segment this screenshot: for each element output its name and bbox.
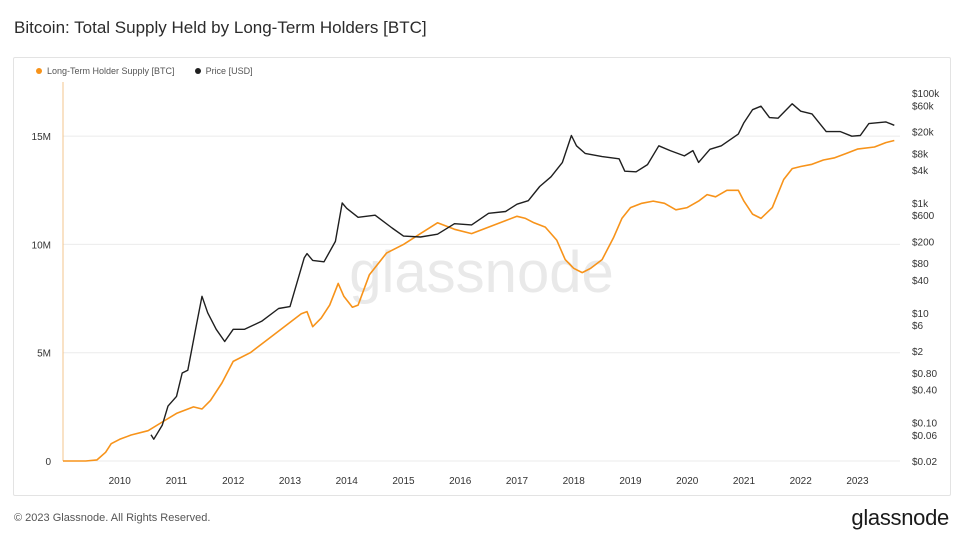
y-right-tick-label: $100k [912,89,940,100]
chart-title: Bitcoin: Total Supply Held by Long-Term … [14,18,427,37]
y-right-tick-label: $0.02 [912,457,937,468]
x-tick-label: 2020 [676,476,699,487]
y-left-tick-label: 0 [45,457,51,468]
series-line-price [150,103,895,440]
y-right-tick-label: $2 [912,347,924,358]
y-right-tick-label: $8k [912,149,929,160]
x-tick-label: 2023 [846,476,869,487]
y-right-tick-label: $0.40 [912,386,937,397]
x-tick-label: 2011 [166,476,188,487]
x-tick-label: 2013 [279,476,302,487]
series-line-lth [63,139,895,462]
y-right-tick-label: $1k [912,199,929,210]
y-right-tick-label: $60k [912,101,935,112]
y-right-tick-label: $0.10 [912,419,937,430]
copyright-text: © 2023 Glassnode. All Rights Reserved. [14,512,211,524]
y-right-tick-label: $10 [912,309,929,320]
y-right-tick-label: $4k [912,166,929,177]
watermark-text: glassnode [349,240,613,305]
x-tick-label: 2014 [336,476,359,487]
chart-panel: Long-Term Holder Supply [BTC] Price [USD… [13,57,951,496]
y-right-tick-label: $40 [912,276,929,287]
y-left-tick-label: 5M [37,349,51,360]
y-left-tick-label: 10M [32,240,51,251]
x-tick-label: 2018 [563,476,586,487]
x-tick-label: 2022 [790,476,813,487]
y-right-tick-label: $6 [912,321,924,332]
x-tick-label: 2021 [733,476,756,487]
legend-label-price: Price [USD] [205,66,253,76]
legend-dot-price [194,68,201,74]
x-tick-label: 2010 [109,476,132,487]
x-tick-label: 2017 [506,476,529,487]
legend-dot-lth [36,68,42,74]
legend-label-lth: Long-Term Holder Supply [BTC] [47,66,175,76]
chart-legend: Long-Term Holder Supply [BTC] Price [USD… [36,66,253,76]
y-right-tick-label: $200 [912,237,935,248]
y-right-tick-label: $20k [912,128,935,139]
legend-item-lth[interactable]: Long-Term Holder Supply [BTC] [36,66,175,76]
y-right-tick-label: $80 [912,259,929,270]
x-tick-label: 2016 [449,476,472,487]
y-right-tick-label: $0.06 [912,431,937,442]
x-tick-label: 2015 [392,476,415,487]
y-left-tick-label: 15M [32,132,51,143]
x-tick-label: 2019 [619,476,642,487]
brand-logo: glassnode [851,505,949,530]
y-right-tick-label: $600 [912,211,935,222]
x-tick-label: 2012 [222,476,245,487]
legend-item-price[interactable]: Price [USD] [194,66,253,76]
y-right-tick-label: $0.80 [912,369,937,380]
